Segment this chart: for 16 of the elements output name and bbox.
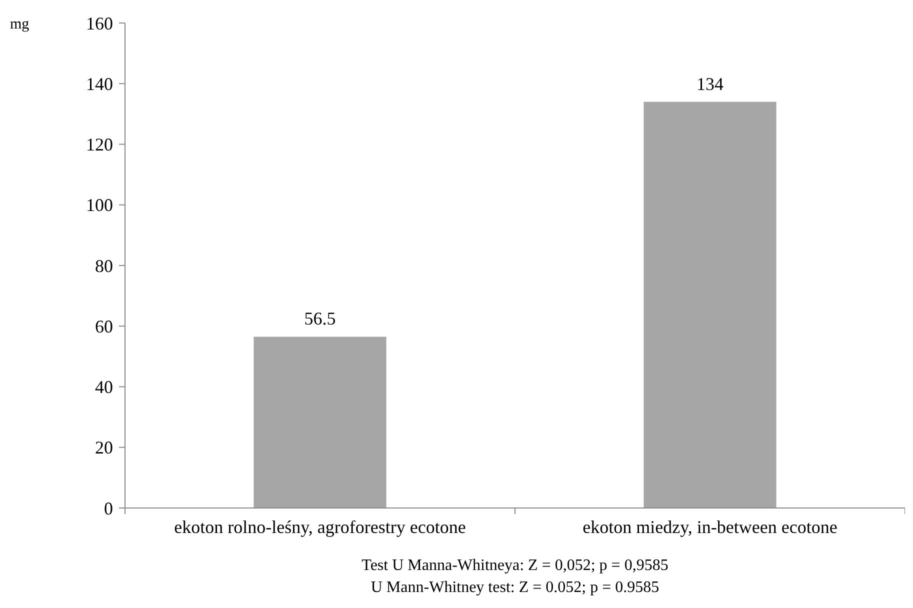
y-tick-label: 60 — [95, 316, 113, 336]
y-tick-label: 40 — [95, 377, 113, 398]
text: Test U Manna-Whitneya: Z = 0,052; p = 0,9585 — [362, 557, 668, 574]
text: U Mann-Whitney test: Z = 0.052; p = 0.9585 — [370, 579, 660, 596]
x-tick-label: ekoton rolno-leśny, agroforestry ecotone — [174, 517, 466, 537]
y-tick-label: 160 — [86, 13, 113, 34]
y-tick-label: 80 — [95, 256, 113, 276]
y-tick-label: 100 — [86, 195, 113, 216]
y-tick-label: 0 — [104, 498, 113, 518]
y-tick-label: 140 — [86, 74, 113, 94]
y-tick-label: 120 — [86, 134, 113, 155]
data-label: 134 — [696, 74, 724, 94]
data-label: 56.5 — [304, 308, 336, 329]
y-axis-title: mg — [10, 16, 30, 32]
x-tick-label: ekoton miedzy, in-between ecotone — [582, 517, 838, 537]
y-tick-label: 20 — [95, 438, 113, 458]
